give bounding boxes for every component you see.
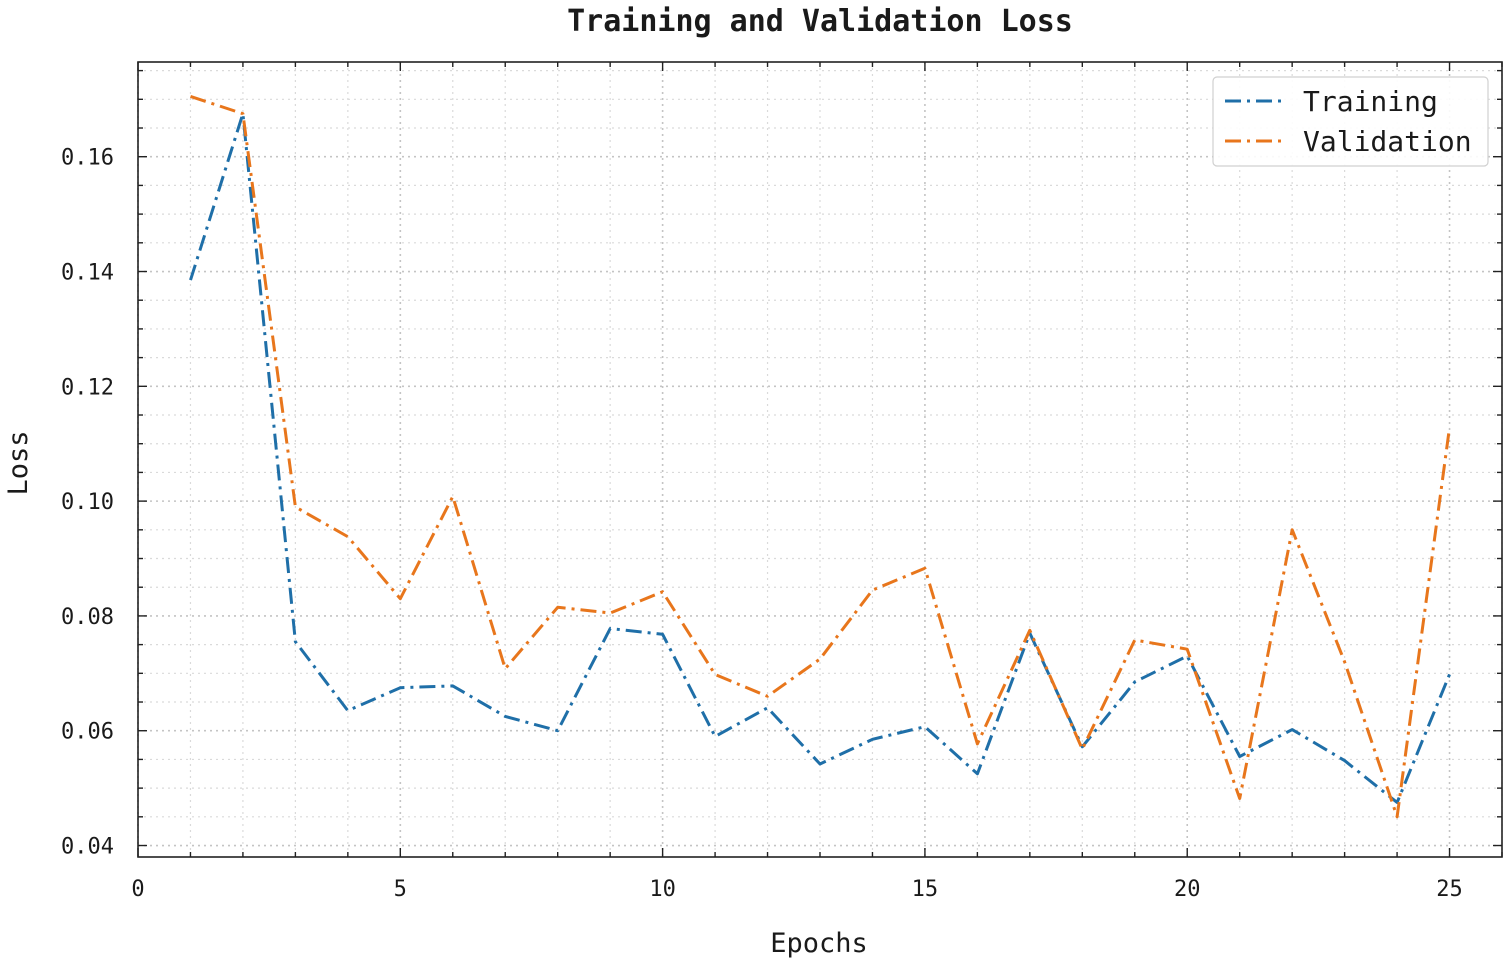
legend-box [1212, 76, 1489, 167]
x-axis-label: Epochs [770, 928, 868, 959]
legend-label-validation: Validation [1303, 125, 1472, 158]
series-line-validation [190, 94, 1451, 819]
x-tick-label: 10 [649, 877, 676, 902]
y-axis-label: Loss [3, 430, 34, 495]
legend: Training Validation [1212, 76, 1489, 167]
grid [137, 62, 1503, 857]
y-tick-label: 0.06 [61, 720, 114, 745]
x-tick-label: 20 [1174, 877, 1201, 902]
y-tick-label: 0.14 [61, 261, 114, 286]
y-tick-label: 0.12 [61, 375, 114, 400]
x-tick-label: 5 [394, 877, 407, 902]
axes: 0 5 10 15 20 25 0.04 0.06 0.08 0.10 0.12 0.14 0.16 [61, 61, 1503, 902]
y-tick-label: 0.08 [61, 605, 114, 630]
legend-label-training: Training [1303, 85, 1438, 118]
y-tick-label: 0.16 [61, 146, 114, 171]
x-tick-label: 25 [1436, 877, 1463, 902]
series-lines [189, 94, 1451, 819]
x-tick-label: 0 [131, 877, 144, 902]
y-tick-label: 0.04 [61, 835, 114, 860]
y-tick-label: 0.10 [61, 490, 114, 515]
chart-title: Training and Validation Loss [567, 4, 1073, 39]
x-tick-label: 15 [912, 877, 939, 902]
